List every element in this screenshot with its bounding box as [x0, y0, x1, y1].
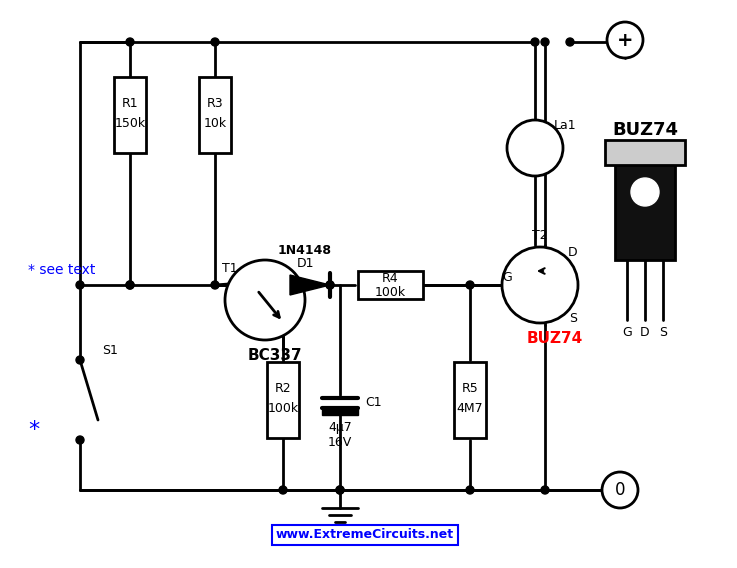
Text: D1: D1 — [296, 257, 314, 269]
Circle shape — [541, 38, 549, 46]
Text: R2: R2 — [275, 382, 291, 395]
Bar — [454, 362, 486, 438]
Circle shape — [541, 486, 549, 494]
Text: * see text: * see text — [28, 263, 95, 277]
Text: 0: 0 — [615, 481, 625, 499]
Text: 150k: 150k — [114, 116, 146, 130]
Bar — [605, 140, 685, 165]
Text: BUZ74: BUZ74 — [612, 121, 678, 139]
Circle shape — [631, 178, 659, 206]
Text: +: + — [617, 31, 633, 49]
Text: R1: R1 — [122, 97, 139, 110]
Text: 10k: 10k — [203, 116, 226, 130]
Text: BUZ74: BUZ74 — [527, 331, 583, 345]
Circle shape — [326, 281, 334, 289]
Circle shape — [76, 356, 84, 364]
Circle shape — [502, 247, 578, 323]
Text: C1: C1 — [365, 395, 382, 408]
Text: S: S — [659, 325, 667, 339]
Text: R4: R4 — [382, 272, 398, 285]
Text: S: S — [569, 311, 577, 324]
Text: 16V: 16V — [328, 436, 352, 449]
Circle shape — [607, 22, 643, 58]
Circle shape — [336, 486, 344, 494]
Text: R5: R5 — [461, 382, 478, 395]
Text: 100k: 100k — [374, 286, 405, 299]
Circle shape — [326, 281, 334, 289]
Circle shape — [466, 486, 474, 494]
Text: 1N4148: 1N4148 — [278, 244, 332, 257]
Bar — [199, 77, 231, 153]
Text: S1: S1 — [102, 344, 118, 357]
Text: 4μ7: 4μ7 — [328, 421, 352, 435]
Text: D: D — [568, 245, 578, 258]
Circle shape — [76, 436, 84, 444]
Circle shape — [279, 486, 287, 494]
Circle shape — [126, 281, 134, 289]
Circle shape — [336, 486, 344, 494]
Circle shape — [126, 38, 134, 46]
Text: BC337: BC337 — [248, 348, 302, 362]
Text: 4M7: 4M7 — [457, 402, 483, 415]
Text: La1: La1 — [553, 119, 576, 132]
Circle shape — [211, 38, 219, 46]
Text: T1: T1 — [222, 261, 238, 274]
Circle shape — [126, 281, 134, 289]
Circle shape — [566, 38, 574, 46]
Circle shape — [531, 38, 539, 46]
Text: www.ExtremeCircuits.net: www.ExtremeCircuits.net — [276, 528, 454, 541]
Bar — [615, 160, 675, 260]
Text: G: G — [502, 270, 512, 283]
Polygon shape — [322, 408, 358, 415]
Text: *: * — [28, 420, 39, 440]
Circle shape — [76, 281, 84, 289]
Bar — [357, 271, 422, 299]
Bar — [114, 77, 146, 153]
Circle shape — [602, 472, 638, 508]
Text: T2: T2 — [532, 228, 548, 241]
Text: D: D — [640, 325, 650, 339]
Text: 100k: 100k — [268, 402, 298, 415]
Circle shape — [225, 260, 305, 340]
Text: R3: R3 — [206, 97, 223, 110]
Circle shape — [466, 281, 474, 289]
Bar — [267, 362, 299, 438]
Polygon shape — [290, 275, 330, 295]
Circle shape — [211, 281, 219, 289]
Text: G: G — [622, 325, 632, 339]
Circle shape — [507, 120, 563, 176]
